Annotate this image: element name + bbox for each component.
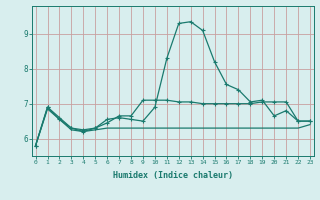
X-axis label: Humidex (Indice chaleur): Humidex (Indice chaleur)	[113, 171, 233, 180]
